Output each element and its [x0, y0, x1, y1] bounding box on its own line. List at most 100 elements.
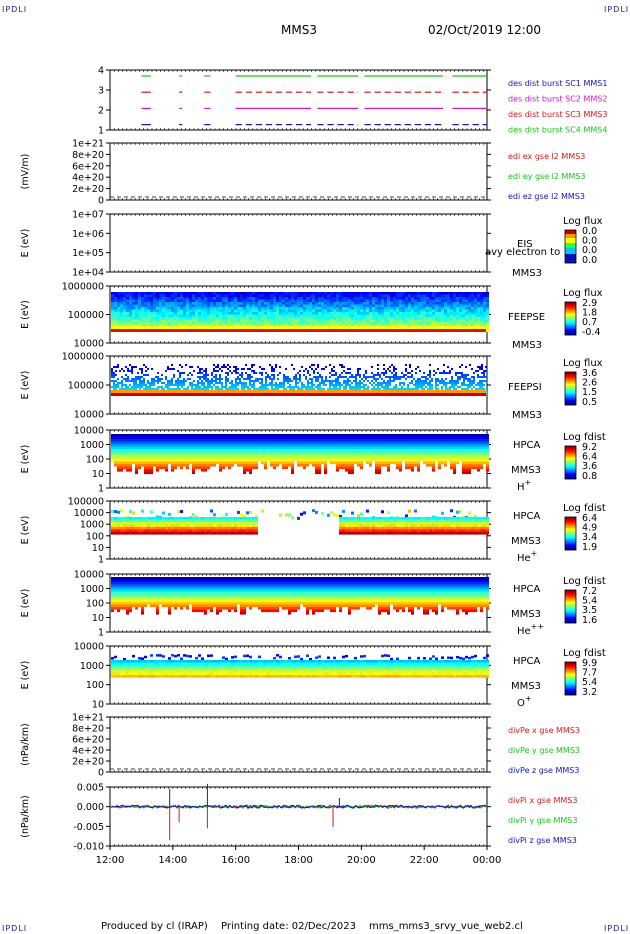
y-tick-label: 10	[92, 700, 104, 711]
spacecraft-label: MMS3	[511, 536, 541, 547]
colorbar-tick-label: 1.5	[582, 387, 597, 398]
y-tick-label: 2e+20	[72, 184, 104, 195]
legend-entry: edi ey gse l2 MMS3	[508, 172, 586, 181]
legend-entry: edi ex gse l2 MMS3	[508, 152, 585, 161]
legend-entry: des dist burst SC2 MMS2	[508, 95, 607, 104]
colorbar-tick-label: 6.4	[582, 452, 597, 463]
y-tick-label: 10000	[74, 410, 104, 421]
colorbar-tick-label: 3.2	[582, 687, 597, 698]
colorbar-tick-label: 5.4	[582, 677, 597, 688]
y-tick-label: 1000	[80, 584, 104, 595]
y-tick-label: 1	[98, 126, 104, 137]
panel-frame-11	[109, 786, 488, 847]
x-tick-label: 18:00	[284, 855, 313, 866]
y-axis-label: E (eV)	[20, 371, 31, 400]
y-tick-label: 10000	[74, 339, 104, 350]
x-tick-label: 00:00	[473, 855, 502, 866]
colorbar-title: Log fdist	[563, 648, 606, 659]
colorbar-tick-label: 9.2	[582, 442, 597, 453]
colorbar-title: Log flux	[563, 216, 603, 227]
colorbar-tick-label: 3.6	[582, 368, 597, 379]
instrument-label: HPCA	[513, 440, 541, 451]
y-tick-label: -0.010	[73, 842, 104, 853]
y-tick-label: 100	[86, 455, 104, 466]
colorbar-tick-label: 0.7	[582, 317, 597, 328]
y-tick-label: 1	[98, 484, 104, 495]
y-tick-label: 100000	[68, 497, 104, 508]
x-tick-label: 16:00	[221, 855, 250, 866]
y-tick-label: 1e+05	[72, 248, 104, 259]
spacecraft-label: MMS3	[511, 609, 541, 620]
y-tick-label: 0.000	[77, 802, 104, 813]
colorbar-tick-label: 1.9	[582, 542, 597, 553]
y-tick-label: 100000	[68, 381, 104, 392]
corner-label-top-left: IPDLI	[2, 5, 28, 14]
y-axis-label: E (eV)	[20, 445, 31, 474]
y-tick-label: 10000	[74, 426, 104, 437]
colorbar-tick-label: 5.4	[582, 596, 597, 607]
y-tick-label: 10000	[74, 642, 104, 653]
y-tick-label: 0.005	[77, 783, 104, 794]
y-tick-label: 8e+20	[72, 150, 104, 161]
panel-frame-1	[109, 69, 488, 131]
date-time: 02/Oct/2019 12:00	[428, 23, 542, 37]
corner-label-bottom-right: IPDLI	[604, 924, 630, 933]
species-label: O+	[517, 694, 532, 709]
y-tick-label: 3	[98, 86, 104, 97]
panel-frame-10	[109, 716, 488, 773]
y-tick-label: 100	[86, 680, 104, 691]
y-tick-label: 1000000	[62, 282, 104, 293]
legend-entry: divPi y gse MMS3	[508, 816, 577, 825]
colorbar-tick-label: 7.2	[582, 586, 597, 597]
y-tick-label: 1e+06	[72, 229, 104, 240]
colorbar-title: Log fdist	[563, 503, 606, 514]
instrument-label: HPCA	[513, 656, 541, 667]
corner-label-top-right: IPDLI	[604, 5, 630, 14]
colorbar-tick-label: 3.4	[582, 532, 597, 543]
spacecraft-label: MMS3	[512, 340, 542, 351]
legend-entry: divPe x gse MMS3	[508, 726, 580, 735]
colorbar-tick-label: 0.0	[582, 226, 597, 237]
y-tick-label: 10000	[74, 570, 104, 581]
instrument-label: FEEPSE	[508, 312, 545, 323]
y-tick-label: 100000	[68, 310, 104, 321]
y-tick-label: 4e+20	[72, 173, 104, 184]
spacecraft-label: MMS3	[512, 410, 542, 421]
y-tick-label: 2	[98, 106, 104, 117]
y-tick-label: 1e+07	[72, 210, 104, 221]
instrument-label: EIS	[517, 239, 533, 250]
x-tick-label: 22:00	[410, 855, 439, 866]
panel-frame-2	[109, 142, 488, 201]
y-tick-label: 100	[86, 599, 104, 610]
y-axis-label: E (eV)	[20, 229, 31, 258]
footer-produced-by: Produced by cl (IRAP)	[101, 921, 208, 932]
y-tick-label: 4e+20	[72, 746, 104, 757]
colorbar-tick-label: 0.8	[582, 471, 597, 482]
legend-entry: divPi z gse MMS3	[508, 836, 577, 845]
legend-entry: des dist burst SC3 MMS3	[508, 110, 607, 119]
footer-file-name: mms_mms3_srvy_vue_web2.cl	[369, 921, 523, 932]
colorbar-title: Log fdist	[563, 432, 606, 443]
colorbar-tick-label: 6.4	[582, 513, 597, 524]
y-tick-label: 10	[92, 613, 104, 624]
colorbar-tick-label: 4.9	[582, 523, 597, 534]
species-label: He++	[517, 622, 544, 637]
y-tick-label: 6e+20	[72, 161, 104, 172]
electron-label: avy electron to	[485, 247, 560, 258]
colorbar-tick-label: 1.6	[582, 615, 597, 626]
y-tick-label: 1000	[80, 520, 104, 531]
y-axis-label: E (eV)	[20, 661, 31, 690]
instrument-label: HPCA	[513, 584, 541, 595]
y-tick-label: 1	[98, 555, 104, 566]
y-axis-label: E (eV)	[20, 589, 31, 618]
y-tick-label: 1	[98, 628, 104, 639]
colorbar-tick-label: 2.6	[582, 378, 597, 389]
y-tick-label: 1e+04	[72, 268, 104, 279]
legend-entry: des dist burst SC4 MMS4	[508, 126, 607, 135]
colorbar-tick-label: 0.5	[582, 397, 597, 408]
colorbar-tick-label: 3.5	[582, 605, 597, 616]
colorbar-title: Log flux	[563, 358, 603, 369]
y-tick-label: 1000000	[62, 352, 104, 363]
colorbar-tick-label: 3.6	[582, 461, 597, 472]
